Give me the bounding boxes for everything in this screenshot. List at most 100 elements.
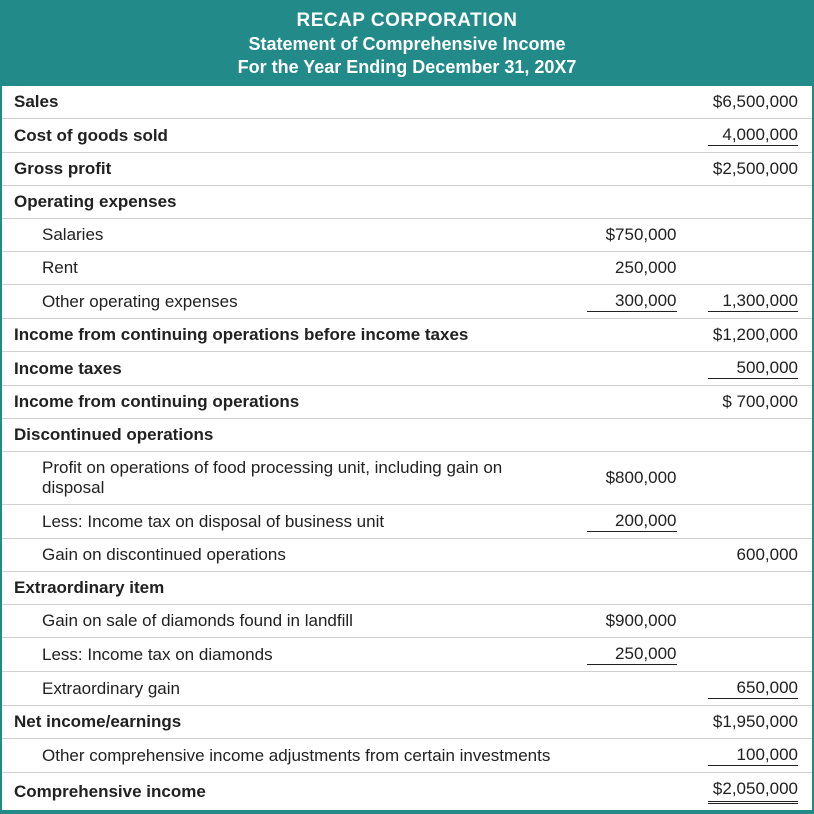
table-row: Discontinued operations (2, 419, 812, 452)
table-row: Rent 250,000 (2, 252, 812, 285)
amount-col1 (569, 319, 691, 352)
statement-period: For the Year Ending December 31, 20X7 (2, 57, 812, 78)
amount-value: 500,000 (708, 358, 798, 379)
amount-col1: 300,000 (569, 285, 691, 319)
amount-col2 (691, 219, 813, 252)
amount-col1: 250,000 (569, 638, 691, 672)
row-label: Less: Income tax on diamonds (2, 638, 569, 672)
amount-col1 (569, 119, 691, 153)
table-row: Extraordinary item (2, 572, 812, 605)
row-label: Gross profit (2, 153, 569, 186)
row-label: Cost of goods sold (2, 119, 569, 153)
amount-col1 (569, 539, 691, 572)
table-row: Less: Income tax on diamonds 250,000 (2, 638, 812, 672)
table-row: Cost of goods sold 4,000,000 (2, 119, 812, 153)
row-label: Extraordinary item (2, 572, 569, 605)
amount-col2 (691, 605, 813, 638)
amount-col2: 100,000 (691, 739, 813, 773)
amount-col1 (569, 86, 691, 119)
row-label: Operating expenses (2, 186, 569, 219)
table-row: Other comprehensive income adjustments f… (2, 739, 812, 773)
statement-table: Sales $6,500,000 Cost of goods sold 4,000,0… (2, 86, 812, 810)
amount-value: 1,300,000 (708, 291, 798, 312)
row-label: Sales (2, 86, 569, 119)
row-label: Rent (2, 252, 569, 285)
amount-col2 (691, 186, 813, 219)
amount-col1: $800,000 (569, 452, 691, 505)
income-statement: RECAP CORPORATION Statement of Comprehen… (0, 0, 814, 814)
amount-col1: $900,000 (569, 605, 691, 638)
amount-value: 200,000 (587, 511, 677, 532)
amount-col2: $ 700,000 (691, 386, 813, 419)
amount-value: $800,000 (587, 468, 677, 488)
amount-col1 (569, 739, 691, 773)
statement-header: RECAP CORPORATION Statement of Comprehen… (2, 0, 812, 86)
amount-col1 (569, 706, 691, 739)
amount-col2: 4,000,000 (691, 119, 813, 153)
table-row: Gross profit $2,500,000 (2, 153, 812, 186)
amount-value: $1,950,000 (708, 712, 798, 732)
amount-col2 (691, 419, 813, 452)
amount-value: 4,000,000 (708, 125, 798, 146)
table-row: Income from continuing operations before… (2, 319, 812, 352)
row-label: Less: Income tax on disposal of business… (2, 505, 569, 539)
amount-value: 250,000 (587, 258, 677, 278)
table-row: Extraordinary gain 650,000 (2, 672, 812, 706)
table-row: Profit on operations of food processing … (2, 452, 812, 505)
amount-col1 (569, 352, 691, 386)
amount-value: 650,000 (708, 678, 798, 699)
amount-value: $750,000 (587, 225, 677, 245)
amount-col1 (569, 419, 691, 452)
amount-col2: $2,500,000 (691, 153, 813, 186)
row-label: Income from continuing operations before… (2, 319, 569, 352)
amount-col1: 200,000 (569, 505, 691, 539)
amount-col2: 600,000 (691, 539, 813, 572)
row-label: Salaries (2, 219, 569, 252)
amount-col2: 650,000 (691, 672, 813, 706)
amount-col2: 500,000 (691, 352, 813, 386)
amount-value: $ 700,000 (708, 392, 798, 412)
amount-col2: $2,050,000 (691, 773, 813, 811)
company-name: RECAP CORPORATION (2, 10, 812, 32)
table-row: Salaries $750,000 (2, 219, 812, 252)
row-label: Other comprehensive income adjustments f… (2, 739, 569, 773)
table-row: Sales $6,500,000 (2, 86, 812, 119)
row-label: Comprehensive income (2, 773, 569, 811)
amount-value: 100,000 (708, 745, 798, 766)
amount-col1 (569, 672, 691, 706)
amount-value: $900,000 (587, 611, 677, 631)
amount-col1: 250,000 (569, 252, 691, 285)
table-row: Less: Income tax on disposal of business… (2, 505, 812, 539)
amount-col2: $1,200,000 (691, 319, 813, 352)
amount-col2: 1,300,000 (691, 285, 813, 319)
amount-col2 (691, 252, 813, 285)
statement-title: Statement of Comprehensive Income (2, 34, 812, 55)
amount-col1 (569, 186, 691, 219)
amount-value: 250,000 (587, 644, 677, 665)
amount-value: $2,050,000 (708, 779, 798, 804)
amount-value: $1,200,000 (708, 325, 798, 345)
row-label: Net income/earnings (2, 706, 569, 739)
table-row: Net income/earnings $1,950,000 (2, 706, 812, 739)
amount-col2: $1,950,000 (691, 706, 813, 739)
table-row: Gain on discontinued operations600,000 (2, 539, 812, 572)
row-label: Other operating expenses (2, 285, 569, 319)
amount-col1 (569, 572, 691, 605)
row-label: Profit on operations of food processing … (2, 452, 569, 505)
row-label: Extraordinary gain (2, 672, 569, 706)
table-row: Operating expenses (2, 186, 812, 219)
amount-col2 (691, 638, 813, 672)
amount-col1 (569, 153, 691, 186)
amount-col2 (691, 452, 813, 505)
amount-col2 (691, 505, 813, 539)
amount-col1 (569, 773, 691, 811)
row-label: Gain on sale of diamonds found in landfi… (2, 605, 569, 638)
amount-col2: $6,500,000 (691, 86, 813, 119)
amount-value: 300,000 (587, 291, 677, 312)
amount-value: 600,000 (708, 545, 798, 565)
row-label: Income taxes (2, 352, 569, 386)
row-label: Discontinued operations (2, 419, 569, 452)
table-row: Income from continuing operations$ 700,0… (2, 386, 812, 419)
amount-col2 (691, 572, 813, 605)
table-row: Other operating expenses 300,000 1,300,000 (2, 285, 812, 319)
